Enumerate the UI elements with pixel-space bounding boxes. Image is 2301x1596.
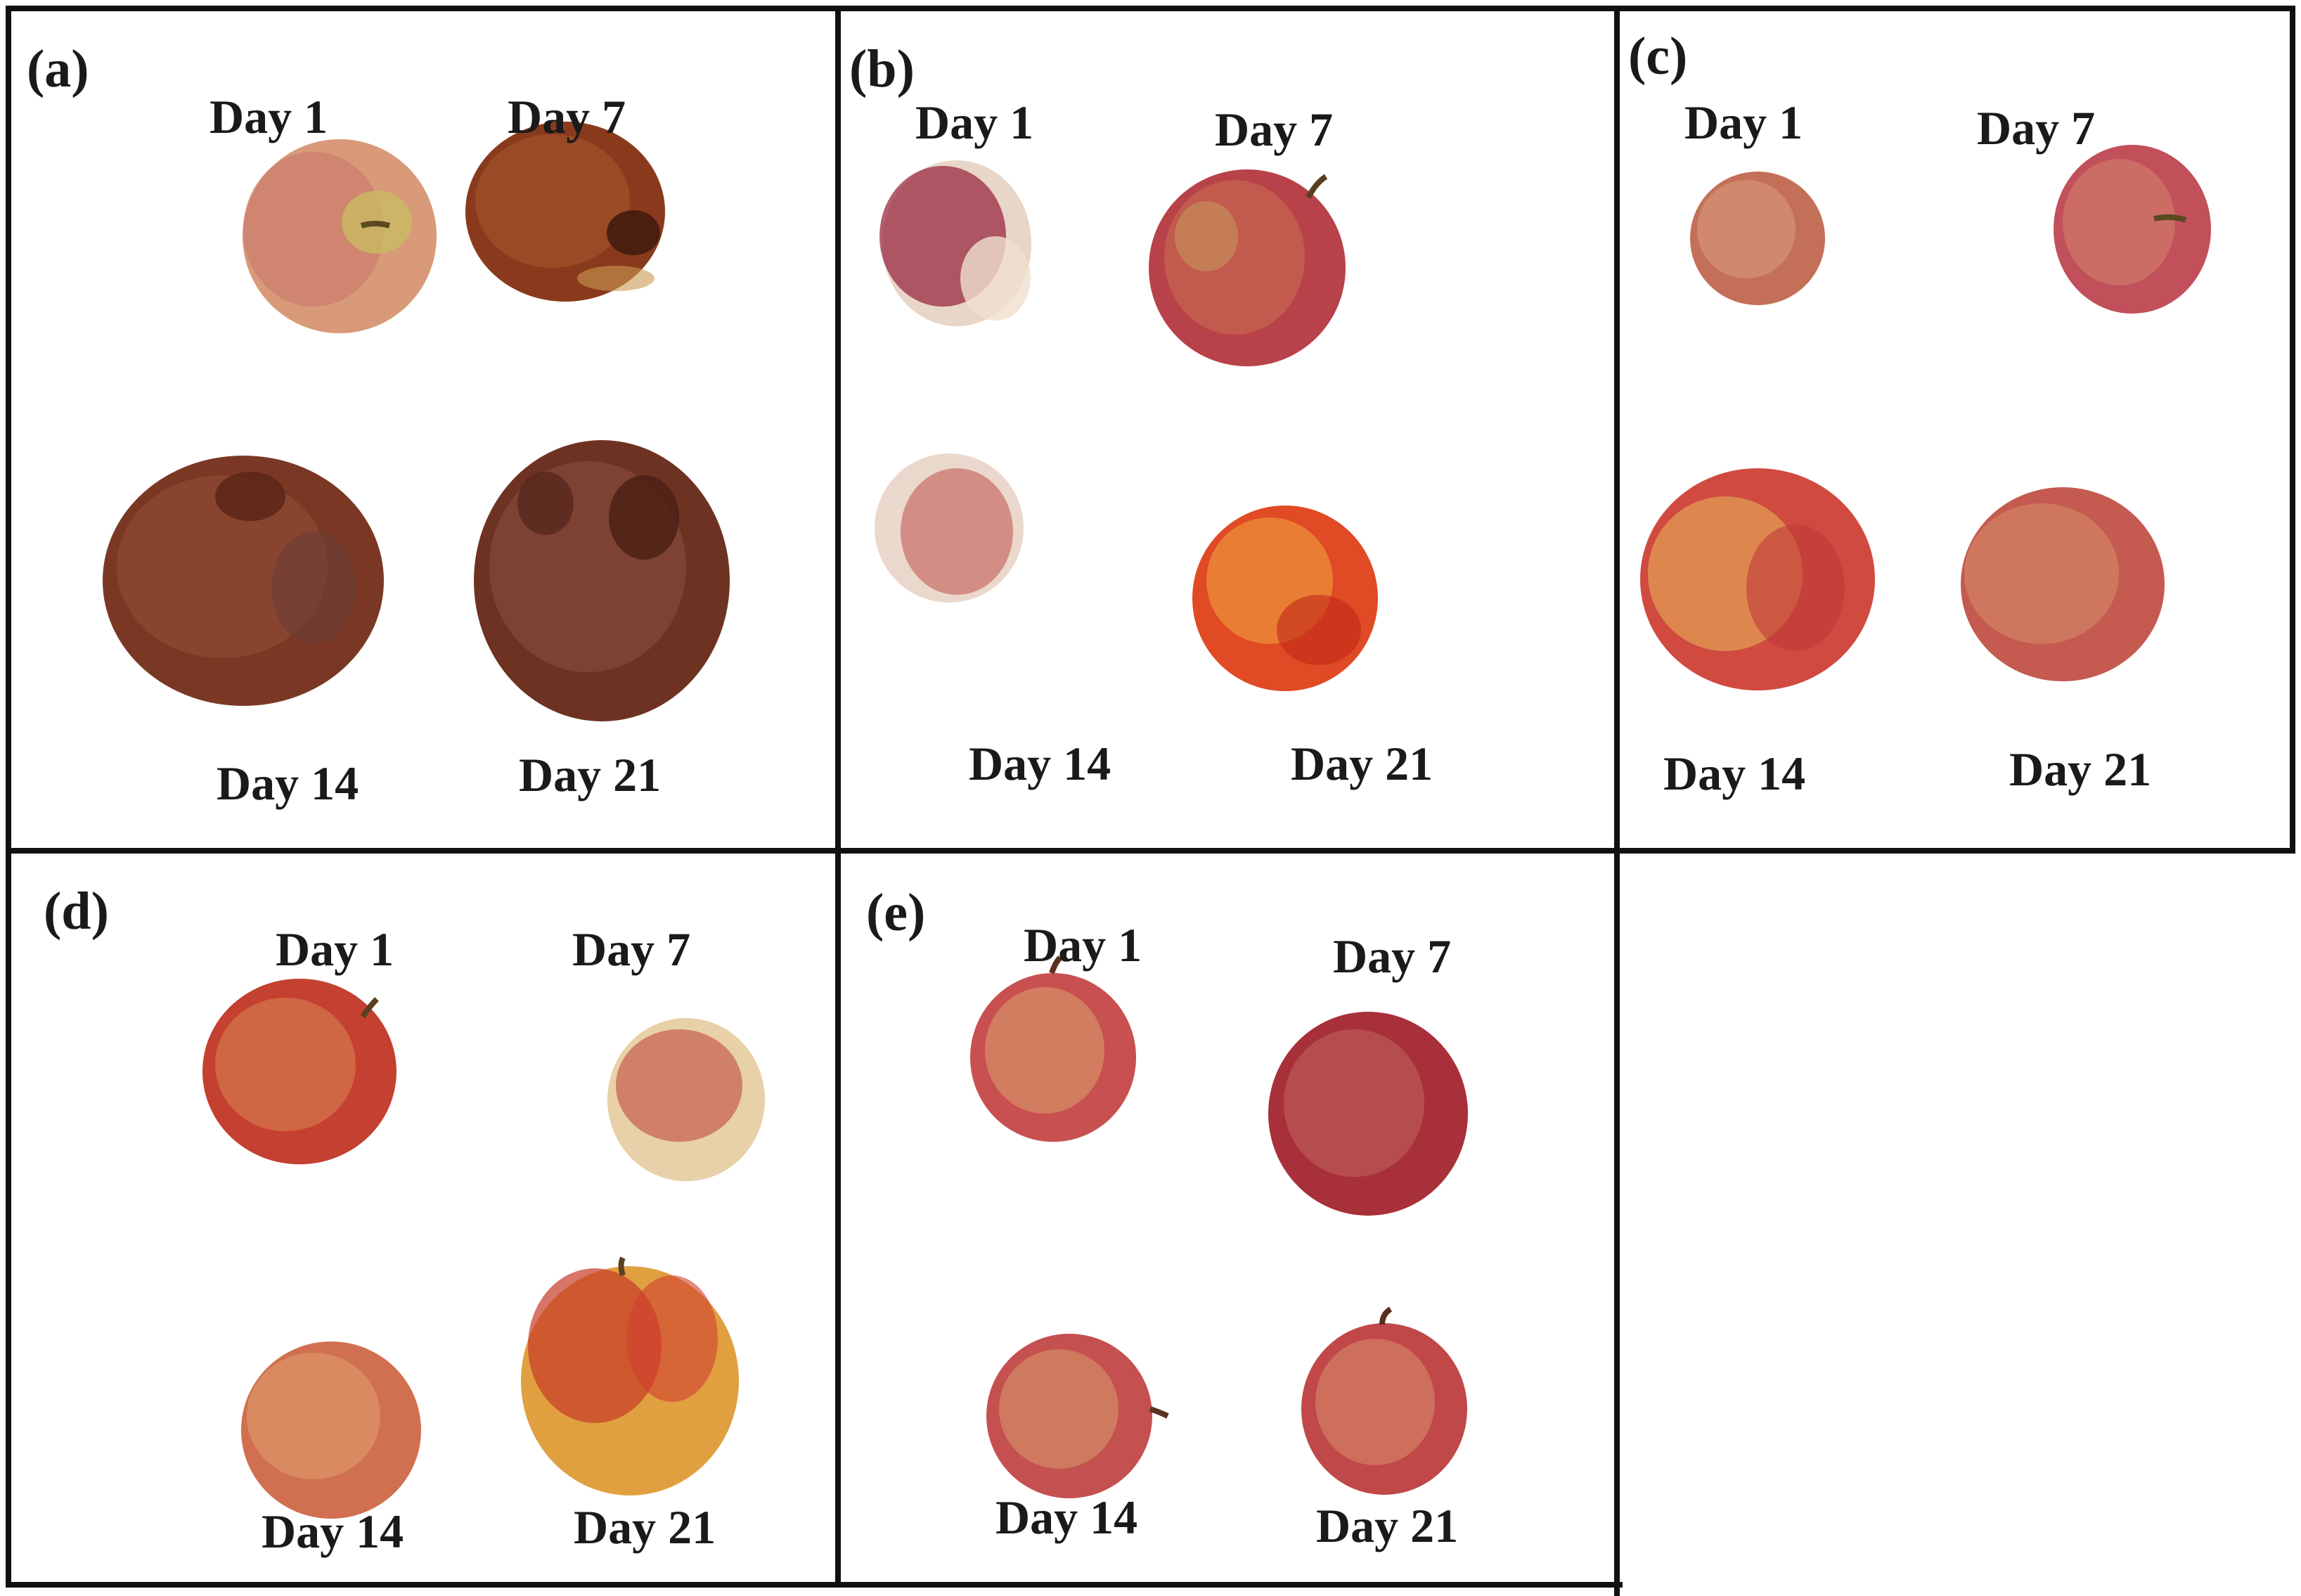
day-label-a-21: Day 21 xyxy=(519,748,662,802)
day-label-a-7: Day 7 xyxy=(508,90,626,143)
panel-e: (e) Day 1 Day 7 Day 14 Day 21 xyxy=(841,854,1614,1582)
day-label-b-1: Day 1 xyxy=(915,96,1034,149)
apple-a-day21 xyxy=(474,440,730,721)
panel-label-a: (a) xyxy=(27,39,89,98)
apple-b-day14 xyxy=(875,453,1024,603)
day-label-b-14: Day 14 xyxy=(969,737,1111,790)
panel-c: (c) Day 1 Day 7 Day 14 Day 21 xyxy=(1620,11,2290,848)
apple-b-day21 xyxy=(1192,506,1378,691)
day-label-d-7: Day 7 xyxy=(572,922,691,976)
day-label-c-14: Day 14 xyxy=(1663,747,1806,800)
panel-b: (b) Day 1 Day 7 Day 14 Day 21 xyxy=(841,11,1614,848)
grid-line-col1 xyxy=(835,6,841,1588)
apple-b-day1 xyxy=(879,160,1031,326)
apple-a-day14 xyxy=(103,456,384,706)
day-label-a-14: Day 14 xyxy=(217,757,359,810)
day-label-e-7: Day 7 xyxy=(1333,929,1452,983)
grid-line-top xyxy=(6,6,2295,11)
grid-line-right xyxy=(2290,6,2295,854)
apple-c-day1 xyxy=(1690,172,1825,305)
apple-e-day7 xyxy=(1268,1012,1468,1216)
apple-c-day14 xyxy=(1640,468,1875,690)
panel-a-apples xyxy=(103,122,730,721)
grid-line-left xyxy=(6,6,11,1588)
apple-c-day21 xyxy=(1961,487,2165,681)
apple-b-day7 xyxy=(1149,169,1346,366)
apple-e-day14 xyxy=(986,1334,1169,1498)
grid-line-bottom xyxy=(6,1582,1623,1588)
panel-e-apples xyxy=(970,955,1468,1498)
panel-d-apples xyxy=(202,979,765,1519)
panel-d: (d) Day 1 Day 7 Day 14 Day 21 xyxy=(11,854,835,1582)
panel-label-b: (b) xyxy=(849,39,915,98)
grid-line-middle xyxy=(6,848,2295,854)
apple-a-day7 xyxy=(465,122,665,302)
day-label-b-21: Day 21 xyxy=(1291,737,1433,790)
apple-e-day21 xyxy=(1301,1306,1467,1495)
panel-c-apples xyxy=(1640,145,2211,690)
panel-a: (a) Day 1 Day 7 Day 14 Day 21 xyxy=(11,11,835,848)
day-label-d-14: Day 14 xyxy=(262,1505,404,1558)
panel-empty xyxy=(1620,854,2301,1596)
day-label-d-1: Day 1 xyxy=(276,922,394,976)
apple-e-day1 xyxy=(970,955,1136,1142)
day-label-c-1: Day 1 xyxy=(1684,96,1803,149)
day-label-c-21: Day 21 xyxy=(2009,742,2152,796)
day-label-d-21: Day 21 xyxy=(574,1500,716,1554)
panel-label-d: (d) xyxy=(44,882,109,941)
day-label-a-1: Day 1 xyxy=(210,90,328,143)
panel-b-apples xyxy=(875,160,1378,691)
day-label-c-7: Day 7 xyxy=(1977,101,2096,155)
apple-d-day21 xyxy=(521,1256,739,1495)
day-label-e-14: Day 14 xyxy=(995,1491,1138,1544)
panel-label-e: (e) xyxy=(866,883,926,942)
grid-line-col2 xyxy=(1614,6,1620,1596)
apple-d-day1 xyxy=(202,979,397,1164)
day-label-e-21: Day 21 xyxy=(1316,1499,1459,1552)
apple-a-day1 xyxy=(243,139,437,333)
apple-d-day14 xyxy=(241,1341,421,1519)
apple-c-day7 xyxy=(2054,145,2211,314)
day-label-e-1: Day 1 xyxy=(1024,918,1142,972)
day-label-b-7: Day 7 xyxy=(1215,103,1334,156)
panel-label-c: (c) xyxy=(1628,27,1688,86)
apple-d-day7 xyxy=(607,1018,765,1181)
